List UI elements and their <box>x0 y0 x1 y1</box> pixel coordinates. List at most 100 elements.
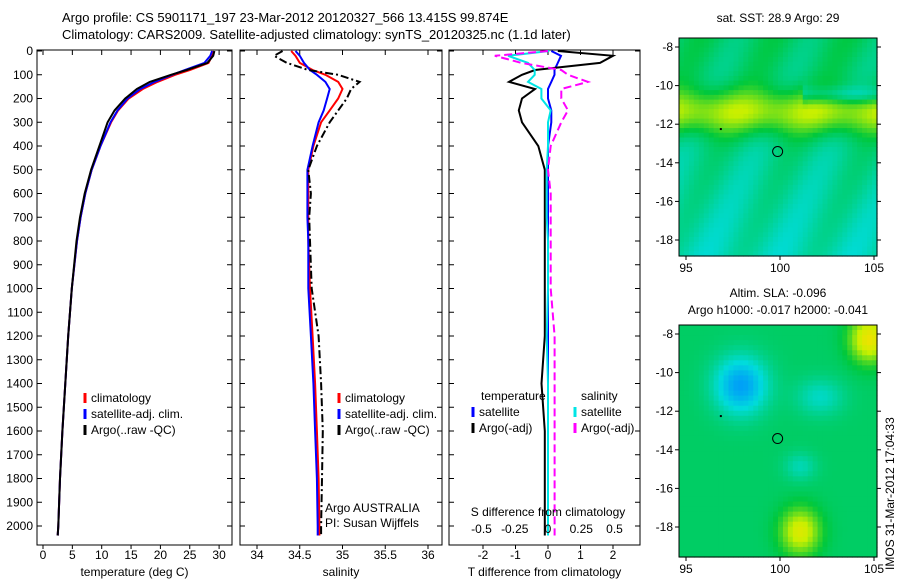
map-cell <box>723 184 730 191</box>
map-cell <box>792 123 799 129</box>
map-cell <box>718 370 725 377</box>
map-cell <box>698 156 705 162</box>
map-cell <box>703 435 710 442</box>
map-cell <box>768 506 774 513</box>
map-cell <box>857 47 863 53</box>
map-cell <box>847 137 853 143</box>
map-cell <box>708 415 715 422</box>
map-cell <box>778 165 784 172</box>
plot-frame <box>239 49 443 546</box>
map-cell <box>807 516 814 523</box>
map-cell <box>787 189 794 195</box>
map-cell <box>832 456 838 462</box>
map-cell <box>807 246 814 252</box>
map-cell <box>763 516 769 523</box>
map-cell <box>703 350 710 356</box>
map-cell <box>807 85 814 91</box>
map-cell <box>802 405 809 412</box>
map-cell <box>763 441 769 447</box>
map-cell <box>862 189 868 195</box>
map-cell <box>802 375 809 382</box>
map-cell <box>817 410 824 417</box>
map-cell <box>822 400 829 407</box>
map-cell <box>768 471 774 477</box>
map-cell <box>812 400 819 407</box>
map-cell <box>733 506 739 513</box>
map-cell <box>822 395 829 402</box>
map-cell <box>708 52 715 58</box>
map-cell <box>832 42 838 49</box>
map-cell <box>718 99 725 105</box>
map-cell <box>708 365 715 371</box>
map-cell <box>817 365 824 371</box>
map-cell <box>802 471 809 477</box>
map-cell <box>758 395 764 402</box>
map-cell <box>693 546 700 553</box>
map-cell <box>693 390 700 397</box>
map-cell <box>758 531 764 538</box>
map-cell <box>817 189 824 195</box>
map-cell <box>857 536 863 543</box>
map-cell <box>758 415 764 422</box>
map-cell <box>738 194 744 200</box>
map-cell <box>822 75 829 82</box>
map-cell <box>778 94 784 101</box>
map-cell <box>787 340 794 346</box>
map-cell <box>842 184 848 191</box>
map-cell <box>778 180 784 186</box>
map-cell <box>698 241 705 248</box>
map-cell <box>758 104 764 110</box>
map-cell <box>693 71 700 77</box>
map-cell <box>817 142 824 148</box>
map-cell <box>847 208 853 214</box>
map-cell <box>778 71 784 77</box>
map-cell <box>723 251 730 257</box>
map-cell <box>872 476 878 482</box>
map-cell <box>758 203 764 210</box>
map-cell <box>708 175 715 181</box>
map-cell <box>698 355 705 361</box>
map-cell <box>679 156 685 162</box>
map-cell <box>738 118 744 124</box>
map-cell <box>797 80 804 86</box>
map-cell <box>708 405 715 412</box>
map-cell <box>698 491 705 498</box>
map-cell <box>807 142 814 148</box>
map-cell <box>778 237 784 243</box>
map-cell <box>743 75 749 82</box>
map-cell <box>872 170 878 177</box>
map-cell <box>718 451 725 457</box>
map-cell <box>807 430 814 437</box>
map-cell <box>822 80 829 86</box>
map-cell <box>743 491 749 498</box>
map-cell <box>872 330 878 336</box>
map-cell <box>807 435 814 442</box>
map-cell <box>862 531 868 538</box>
map-cell <box>768 42 774 49</box>
map-cell <box>872 85 878 91</box>
map-cell <box>728 496 735 503</box>
map-cell <box>738 56 744 63</box>
x-tick-label: 95 <box>679 562 693 576</box>
map-cell <box>837 80 843 86</box>
map-cell <box>693 128 700 134</box>
map-cell <box>693 47 700 53</box>
map-cell <box>743 113 749 120</box>
map-cell <box>679 395 685 402</box>
map-cell <box>738 227 744 233</box>
map-cell <box>733 80 739 86</box>
map-cell <box>852 325 858 331</box>
map-cell <box>773 151 779 158</box>
map-cell <box>693 521 700 528</box>
map-cell <box>703 481 710 487</box>
map-cell <box>768 415 774 422</box>
map-cell <box>698 203 705 210</box>
map-cell <box>773 128 779 134</box>
map-cell <box>842 441 848 447</box>
map-cell <box>688 170 695 177</box>
map-cell <box>867 340 873 346</box>
map-cell <box>857 526 863 533</box>
map-cell <box>812 501 819 508</box>
map-cell <box>778 199 784 205</box>
map-cell <box>807 395 814 402</box>
